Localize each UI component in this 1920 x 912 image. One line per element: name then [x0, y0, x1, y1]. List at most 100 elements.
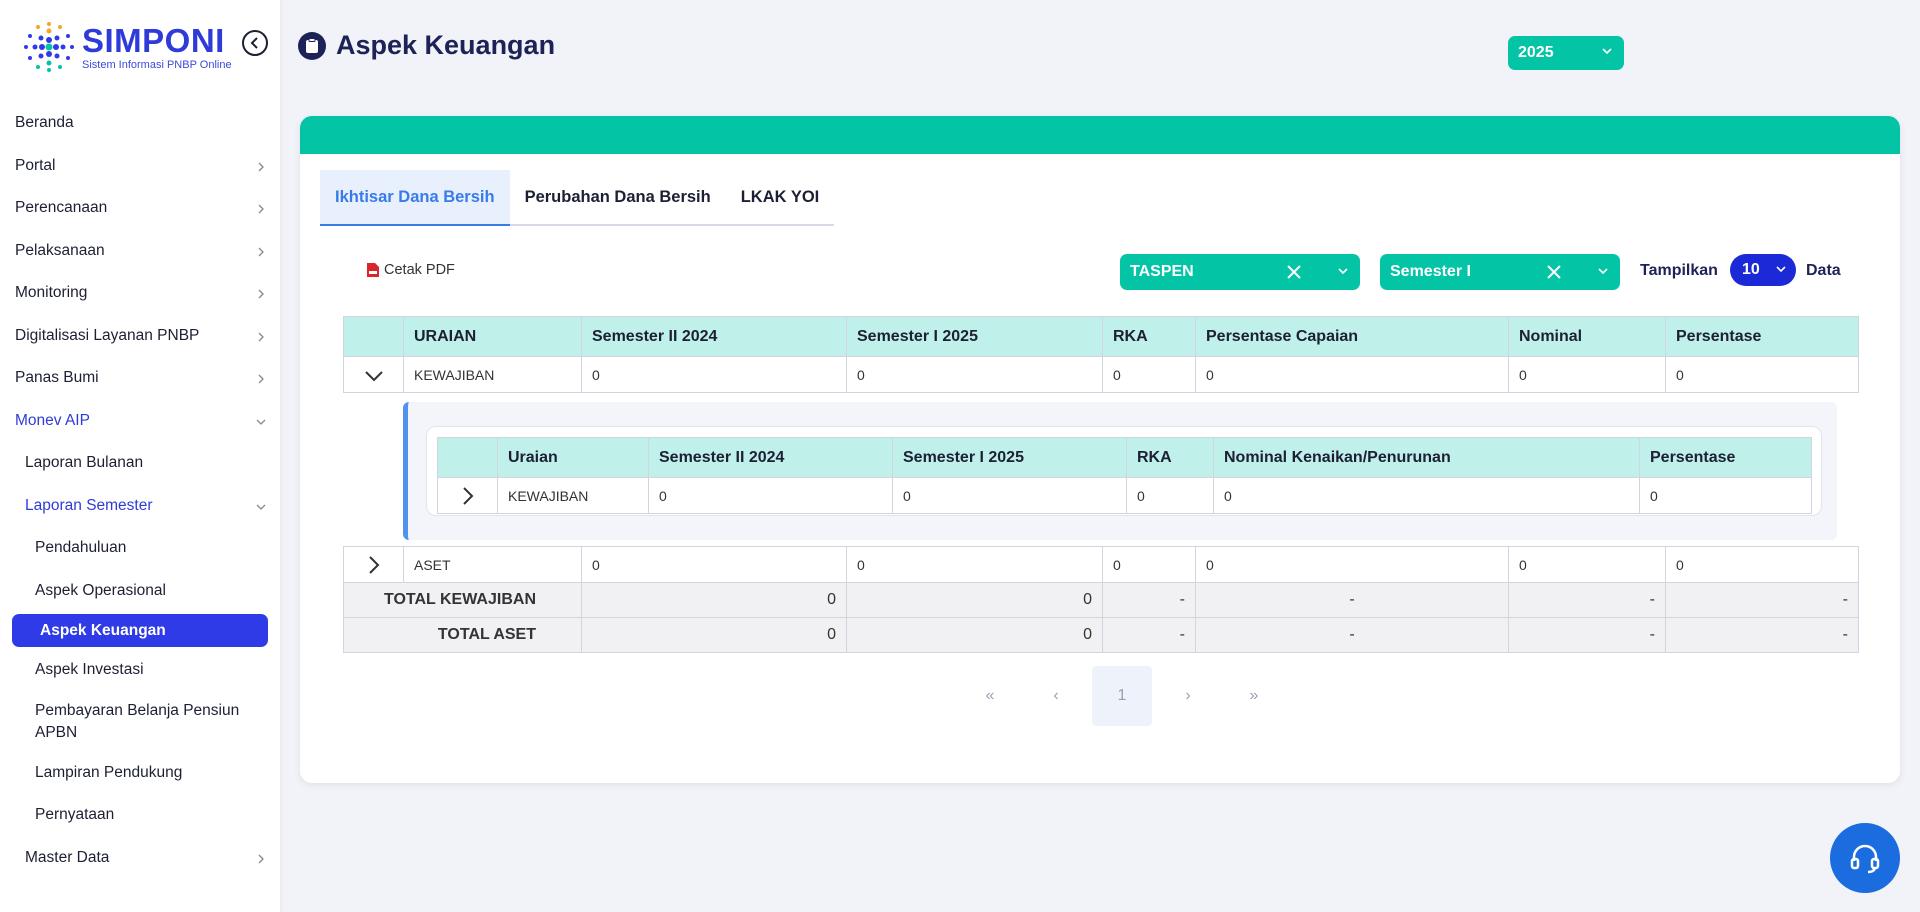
table-cell: 0	[846, 582, 1103, 618]
sidebar-item-label: Aspek Operasional	[35, 581, 166, 599]
clipboard-icon	[298, 31, 326, 60]
sidebar-item-laporan-semester[interactable]: Laporan Semester	[0, 485, 280, 528]
sidebar-item-beranda[interactable]: Beranda	[0, 102, 280, 145]
sidebar-item-label: Laporan Semester	[25, 496, 153, 514]
chevron-down-icon	[256, 419, 266, 425]
sidebar-item-label: Pelaksanaan	[15, 241, 105, 259]
chevron-right-icon	[258, 204, 264, 214]
column-header[interactable]: Persentase	[1665, 316, 1859, 357]
page-button-current[interactable]: 1	[1092, 666, 1152, 726]
detail-table: Uraian Semester II 2024 Semester I 2025 …	[437, 437, 1812, 514]
expand-row-button[interactable]	[343, 546, 404, 583]
column-header[interactable]: RKA	[1126, 437, 1214, 478]
page-size-select[interactable]: 10	[1730, 254, 1796, 286]
column-header[interactable]: Semester I 2025	[892, 437, 1127, 478]
sidebar-item-digitalisasi[interactable]: Digitalisasi Layanan PNBP	[0, 315, 280, 358]
table-cell: ASET	[403, 546, 582, 583]
sidebar-item-label: Portal	[15, 156, 56, 174]
sidebar-nav: Beranda Portal Perencanaan Pelaksanaan M…	[0, 102, 280, 879]
table-cell: 0	[846, 617, 1103, 653]
table-cell: 0	[1508, 546, 1666, 583]
collapse-row-button[interactable]	[343, 356, 404, 393]
prev-page-button[interactable]: ‹	[1053, 687, 1059, 704]
sidebar-item-pendahuluan[interactable]: Pendahuluan	[0, 527, 280, 570]
data-label: Data	[1806, 262, 1841, 279]
sidebar-item-pembayaran-belanja[interactable]: Pembayaran Belanja Pensiun APBN	[0, 692, 280, 752]
table-cell: 0	[1195, 546, 1509, 583]
last-page-button[interactable]: »	[1249, 687, 1259, 704]
column-header[interactable]: Semester II 2024	[581, 316, 847, 357]
table-cell: 0	[581, 546, 847, 583]
column-header[interactable]: Nominal	[1508, 316, 1666, 357]
sidebar-item-monitoring[interactable]: Monitoring	[0, 272, 280, 315]
sidebar-item-aspek-operasional[interactable]: Aspek Operasional	[0, 570, 280, 613]
table-header-row: URAIAN Semester II 2024 Semester I 2025 …	[343, 316, 1859, 357]
sidebar-item-portal[interactable]: Portal	[0, 145, 280, 188]
column-header[interactable]: Semester II 2024	[648, 437, 893, 478]
headset-icon	[1850, 844, 1880, 874]
card-header-band	[300, 116, 1900, 154]
print-pdf-button[interactable]: Cetak PDF	[366, 262, 455, 278]
sidebar-item-laporan-bulanan[interactable]: Laporan Bulanan	[0, 442, 280, 485]
sidebar-item-aspek-keuangan[interactable]: Aspek Keuangan	[12, 614, 268, 647]
sidebar-item-label: Perencanaan	[15, 199, 108, 217]
table-cell: 0	[846, 356, 1103, 393]
sidebar-item-master-data[interactable]: Master Data	[0, 837, 280, 880]
year-select[interactable]: 2025	[1508, 36, 1624, 70]
logo[interactable]: SIMPONI Sistem Informasi PNBP Online	[20, 18, 232, 76]
collapse-sidebar-button[interactable]	[242, 30, 268, 56]
column-header[interactable]: Persentase Capaian	[1195, 316, 1509, 357]
sidebar-item-monev-aip[interactable]: Monev AIP	[0, 400, 280, 443]
chevron-down-icon	[256, 504, 266, 510]
clear-icon[interactable]	[1286, 264, 1302, 280]
entity-filter-select[interactable]: TASPEN	[1120, 254, 1360, 290]
show-entries-label: Tampilkan	[1640, 262, 1718, 279]
chevron-down-icon	[1776, 266, 1786, 273]
table-cell: 0	[1195, 356, 1509, 393]
expand-column-header	[437, 437, 498, 478]
table-cell: 0	[1126, 477, 1214, 514]
sidebar-item-pelaksanaan[interactable]: Pelaksanaan	[0, 230, 280, 273]
column-header[interactable]: Semester I 2025	[846, 316, 1103, 357]
logo-title: SIMPONI	[82, 21, 225, 59]
sidebar-item-label: Lampiran Pendukung	[35, 763, 183, 781]
table-cell: -	[1508, 617, 1666, 653]
sidebar-item-panas-bumi[interactable]: Panas Bumi	[0, 357, 280, 400]
page-header: Aspek Keuangan	[298, 30, 555, 61]
print-pdf-label: Cetak PDF	[384, 262, 455, 278]
support-chat-button[interactable]	[1830, 823, 1900, 893]
table-cell: 0	[581, 617, 847, 653]
column-header[interactable]: Uraian	[497, 437, 649, 478]
column-header[interactable]: RKA	[1102, 316, 1196, 357]
sidebar-item-pernyataan[interactable]: Pernyataan	[0, 794, 280, 837]
chevron-right-icon	[462, 486, 473, 505]
column-header[interactable]: Nominal Kenaikan/Penurunan	[1213, 437, 1640, 478]
sidebar: SIMPONI Sistem Informasi PNBP Online Ber…	[0, 0, 280, 912]
tab-ikhtisar-dana-bersih[interactable]: Ikhtisar Dana Bersih	[320, 170, 510, 226]
tab-bar: Ikhtisar Dana Bersih Perubahan Dana Bers…	[320, 170, 835, 226]
column-header[interactable]: URAIAN	[403, 316, 582, 357]
sidebar-item-label: Beranda	[15, 114, 74, 132]
total-row: TOTAL KEWAJIBAN 0 0 - - - -	[343, 582, 1859, 618]
chevron-right-icon	[258, 247, 264, 257]
chevron-down-icon	[364, 371, 383, 382]
sidebar-item-label: Pembayaran Belanja Pensiun APBN	[35, 701, 240, 741]
table-cell: 0	[1508, 356, 1666, 393]
table-cell: 0	[1639, 477, 1812, 514]
period-filter-select[interactable]: Semester I	[1380, 254, 1620, 290]
sidebar-item-label: Pendahuluan	[35, 539, 127, 557]
tab-lkak-yoi[interactable]: LKAK YOI	[740, 187, 820, 206]
sidebar-item-lampiran-pendukung[interactable]: Lampiran Pendukung	[0, 752, 280, 795]
clear-icon[interactable]	[1546, 264, 1562, 280]
first-page-button[interactable]: «	[985, 687, 995, 704]
column-header[interactable]: Persentase	[1639, 437, 1812, 478]
chevron-left-icon	[250, 37, 258, 49]
total-label: TOTAL ASET	[343, 617, 582, 653]
entity-filter-value: TASPEN	[1130, 263, 1194, 280]
total-label: TOTAL KEWAJIBAN	[343, 582, 582, 618]
sidebar-item-perencanaan[interactable]: Perencanaan	[0, 187, 280, 230]
expand-row-button[interactable]	[437, 477, 498, 514]
tab-perubahan-dana-bersih[interactable]: Perubahan Dana Bersih	[524, 187, 711, 206]
sidebar-item-aspek-investasi[interactable]: Aspek Investasi	[0, 649, 280, 692]
next-page-button[interactable]: ›	[1185, 687, 1191, 704]
